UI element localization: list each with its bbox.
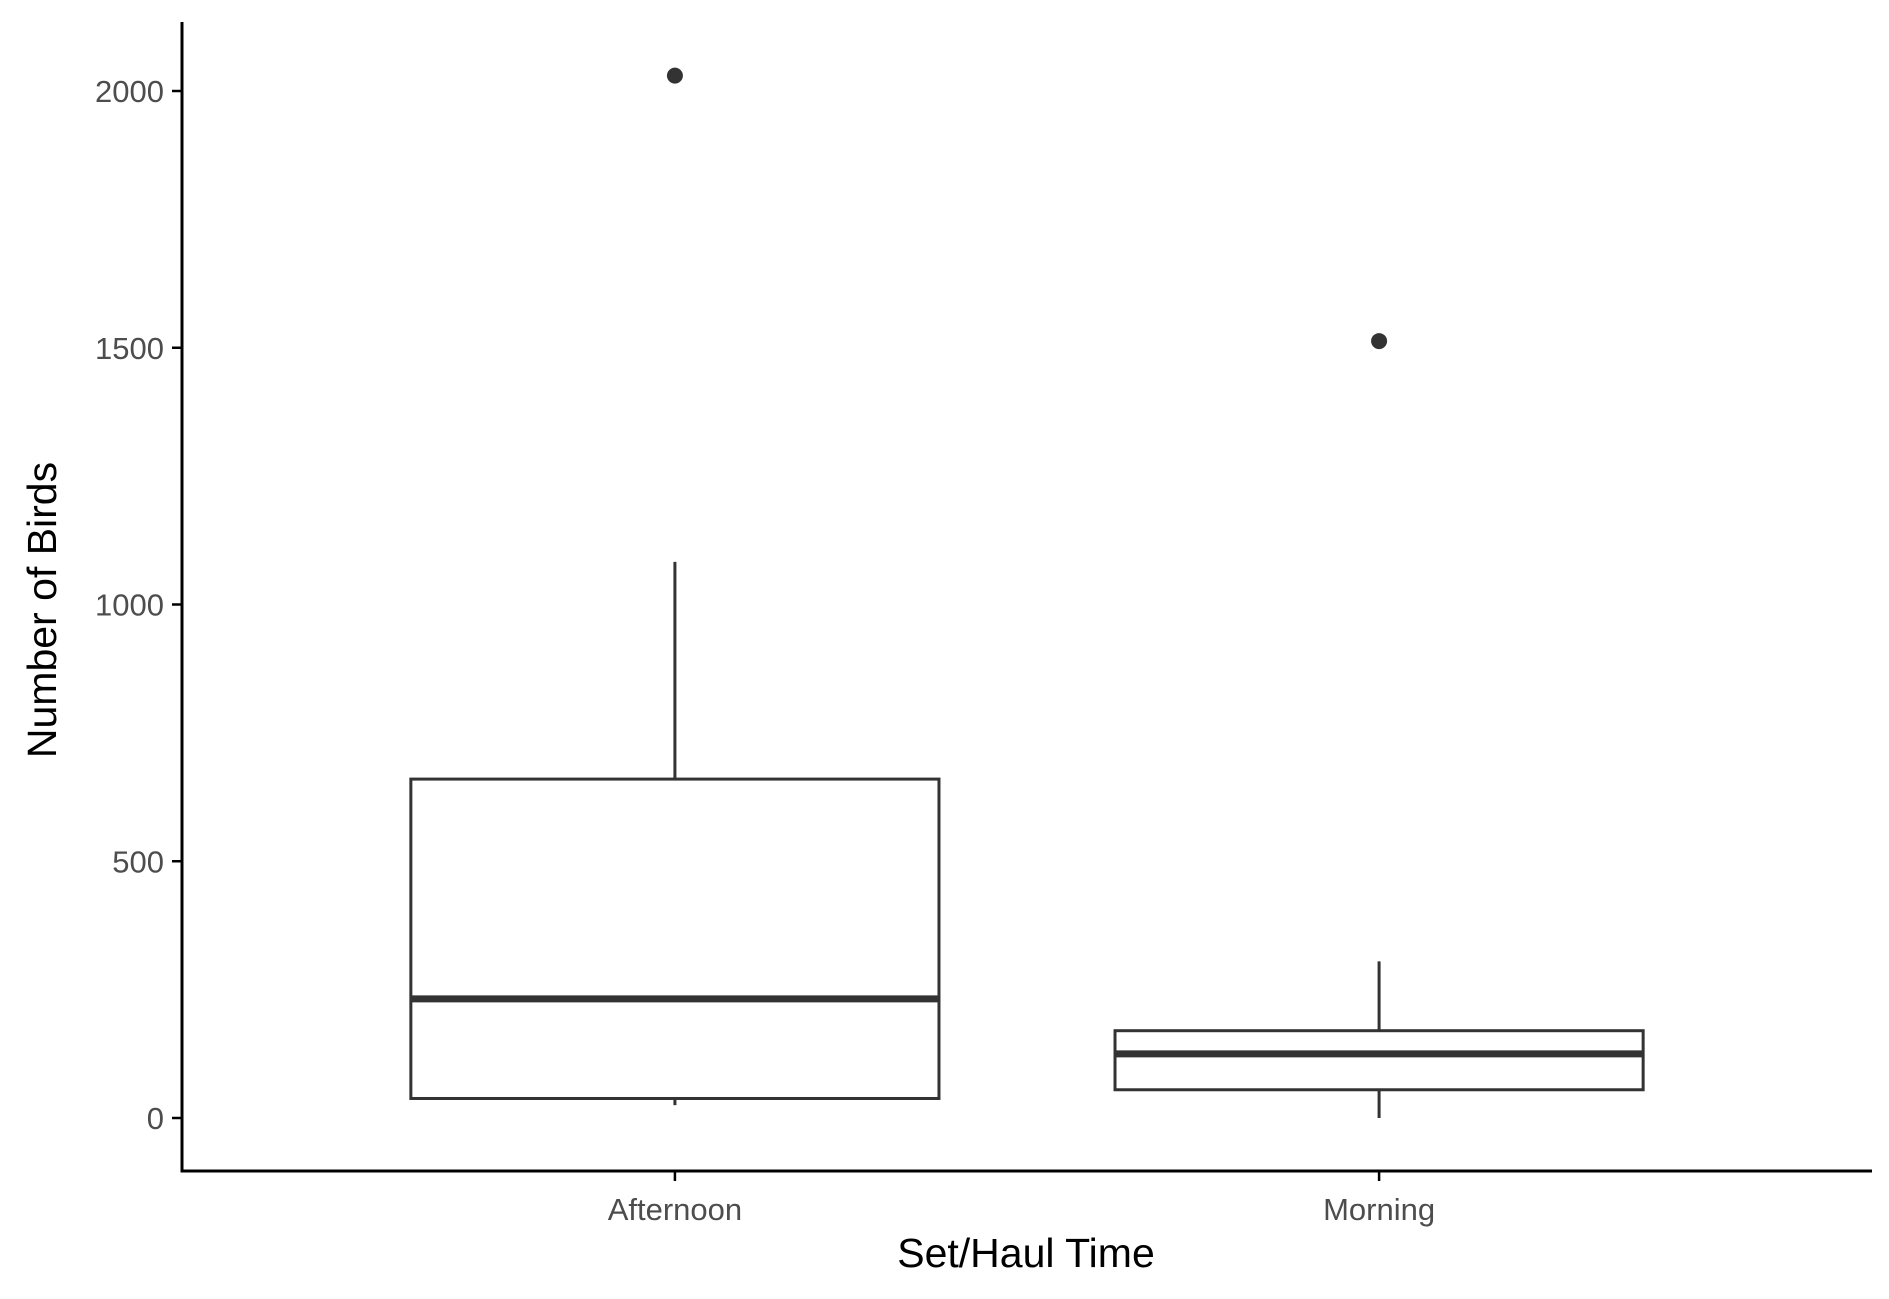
box-iqr (1113, 1029, 1645, 1092)
x-tick-label: Afternoon (608, 1192, 742, 1227)
box-iqr (409, 777, 941, 1100)
y-tick-label: 2000 (95, 74, 164, 109)
y-tick-label: 1500 (95, 331, 164, 366)
y-axis-ticks: 0 500 1000 1500 2000 (95, 74, 182, 1136)
box-series (409, 67, 1645, 1118)
x-axis-ticks: Afternoon Morning (608, 1171, 1435, 1227)
outlier-point (666, 67, 683, 84)
y-tick-label: 1000 (95, 588, 164, 623)
y-tick-label: 500 (112, 844, 164, 879)
box-morning (1113, 333, 1645, 1118)
y-tick-label: 0 (147, 1101, 164, 1136)
outlier-point (1371, 333, 1388, 350)
x-axis-title: Set/Haul Time (897, 1230, 1155, 1276)
x-tick-label: Morning (1323, 1192, 1435, 1227)
y-axis-title: Number of Birds (19, 462, 65, 758)
box-afternoon (409, 67, 941, 1106)
